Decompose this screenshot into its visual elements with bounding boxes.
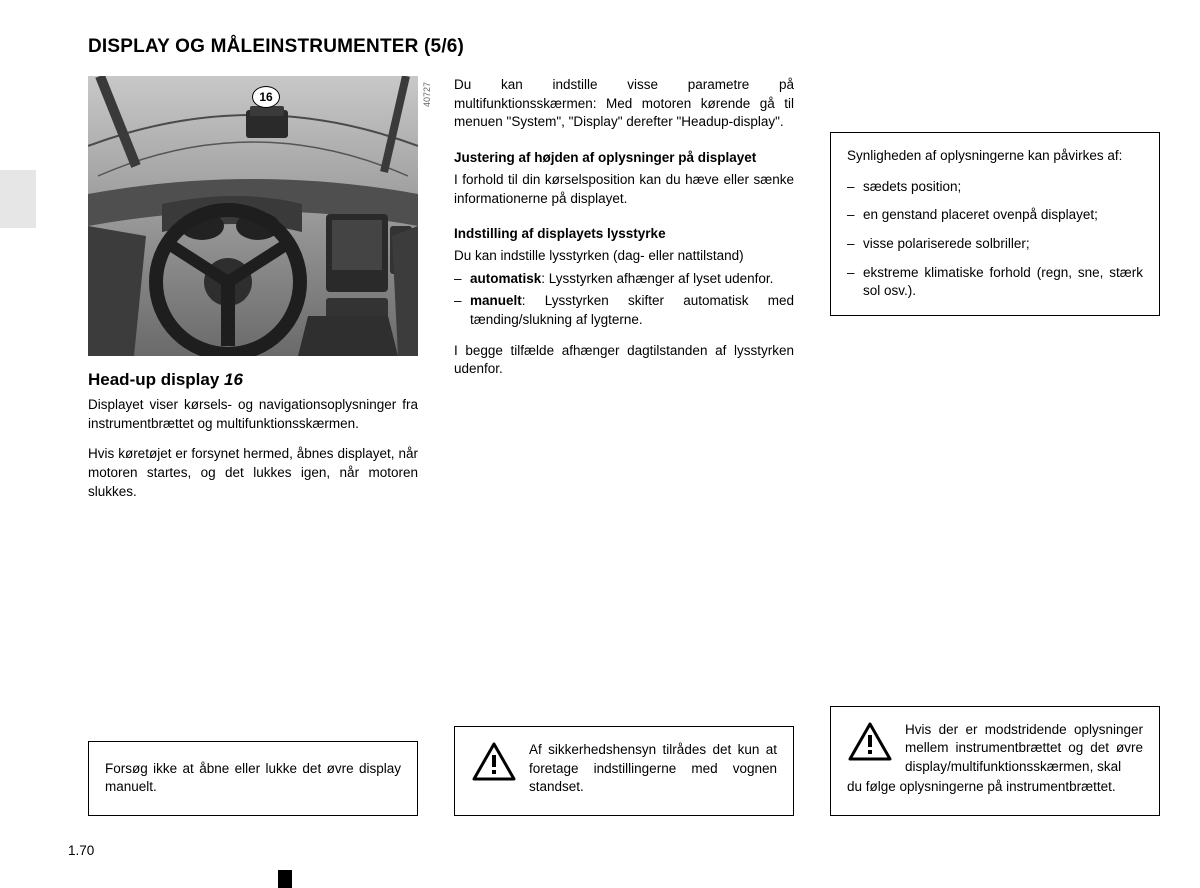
col1-note-box: Forsøg ikke at åbne eller lukke det øvre… [88, 741, 418, 816]
page-title: DISPLAY OG MÅLEINSTRUMENTER (5/6) [88, 36, 1160, 58]
headup-heading-text: Head-up display [88, 370, 219, 389]
col3-li-3: – visse polariserede solbriller; [847, 235, 1143, 254]
headup-heading: Head-up display 16 [88, 370, 418, 390]
col3-li-1: – sædets position; [847, 178, 1143, 197]
col3-li4-text: ekstreme klimatiske forhold (regn, sne, … [863, 264, 1143, 301]
content-columns: 16 40727 Head-up display 16 Displayet vi… [52, 76, 1160, 816]
dash-icon: – [454, 270, 470, 289]
dash-icon: – [847, 178, 863, 197]
col2-bullet-manual: – manuelt: Lysstyrken skifter automatisk… [454, 292, 794, 329]
col2-b1-text: : Lysstyrken afhænger af lyset udenfor. [541, 271, 773, 286]
col2-warning-text: Af sikkerhedshensyn tilrådes det kun at … [529, 741, 777, 797]
col3-li-2: – en genstand placeret ovenpå displayet; [847, 206, 1143, 225]
column-2: Du kan indstille visse parametre på mult… [454, 76, 794, 816]
dash-icon: – [454, 292, 470, 329]
col2-b1-label: automatisk [470, 271, 541, 286]
col2-p2: Du kan indstille lysstyrken (dag- eller … [454, 247, 794, 266]
col3-li-4: – ekstreme klimatiske forhold (regn, sne… [847, 264, 1143, 301]
col2-intro: Du kan indstille visse parametre på mult… [454, 76, 794, 132]
col2-p1: I forhold til din kørselsposition kan du… [454, 171, 794, 208]
col3-li1-text: sædets position; [863, 178, 1143, 197]
page-number: 1.70 [68, 843, 94, 858]
column-1: 16 40727 Head-up display 16 Displayet vi… [88, 76, 418, 816]
col1-paragraph-1: Displayet viser kørsels- og navigationso… [88, 396, 418, 433]
col1-note-text: Forsøg ikke at åbne eller lukke det øvre… [105, 761, 401, 795]
image-ref-number: 40727 [422, 82, 432, 107]
col3-warning-box: Hvis der er modstridende oplysninger mel… [830, 706, 1160, 817]
side-tab [0, 170, 36, 228]
col3-warn-inline: Hvis der er modstridende oplysninger mel… [905, 721, 1143, 777]
col1-paragraph-2: Hvis køretøjet er forsynet hermed, åbnes… [88, 445, 418, 501]
dash-icon: – [847, 235, 863, 254]
col3-li2-text: en genstand placeret ovenpå displayet; [863, 206, 1143, 225]
col2-bullet-manual-text: manuelt: Lysstyrken skifter automatisk m… [470, 292, 794, 329]
col3-li3-text: visse polariserede solbriller; [863, 235, 1143, 254]
footer-crop-mark [278, 870, 292, 888]
col3-info-box: Synligheden af oplysningerne kan påvirke… [830, 132, 1160, 316]
col2-p3: I begge tilfælde afhænger dagtilstanden … [454, 342, 794, 379]
col2-warning-box: Af sikkerhedshensyn tilrådes det kun at … [454, 726, 794, 816]
warning-icon [471, 741, 517, 797]
dashboard-svg [88, 76, 418, 356]
image-callout-16: 16 [252, 86, 280, 108]
headup-heading-number: 16 [224, 370, 243, 389]
col2-subheading-1: Justering af højden af oplysninger på di… [454, 150, 794, 165]
dashboard-image: 16 40727 [88, 76, 418, 356]
col2-bullet-auto: – automatisk: Lysstyrken afhænger af lys… [454, 270, 794, 289]
dash-icon: – [847, 206, 863, 225]
column-3: Synligheden af oplysningerne kan påvirke… [830, 76, 1160, 816]
col3-warn-trail: du følge oplysningerne på instrumentbræt… [847, 778, 1143, 797]
warning-icon [847, 721, 893, 777]
col2-bullet-auto-text: automatisk: Lysstyrken afhænger af lyset… [470, 270, 794, 289]
dash-icon: – [847, 264, 863, 301]
col3-info-lead: Synligheden af oplysningerne kan påvirke… [847, 147, 1143, 166]
col2-subheading-2: Indstilling af displayets lysstyrke [454, 226, 794, 241]
col2-b2-label: manuelt [470, 293, 522, 308]
